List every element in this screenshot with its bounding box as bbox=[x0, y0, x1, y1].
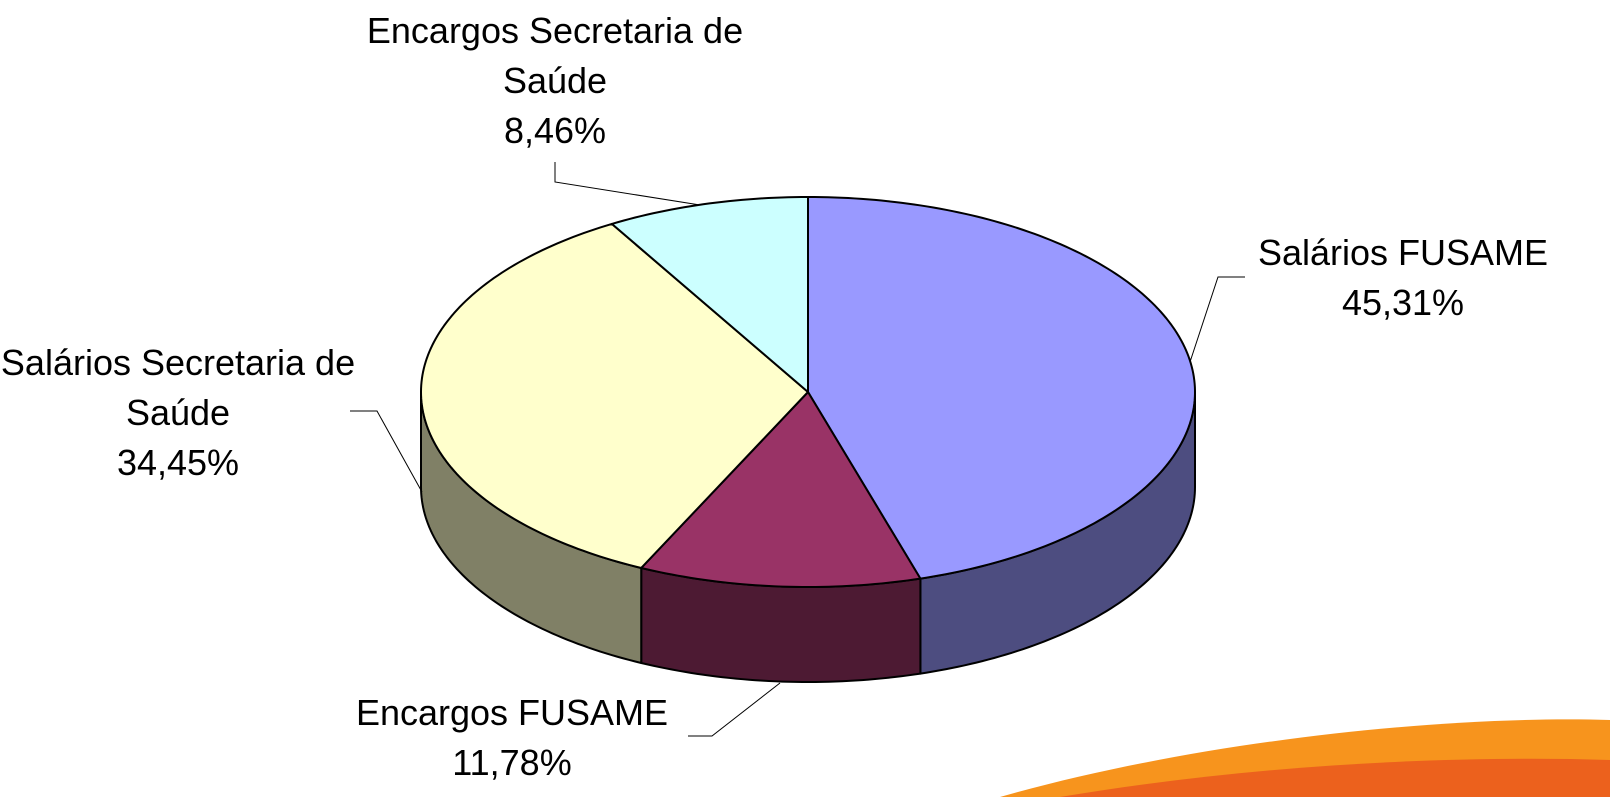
slice-label: Salários FUSAME 45,31% bbox=[1213, 228, 1593, 328]
category-label: Salários FUSAME bbox=[1257, 232, 1549, 273]
leader-lines bbox=[350, 162, 1245, 737]
value-label: 11,78% bbox=[452, 742, 572, 783]
pie bbox=[420, 196, 1196, 683]
value-label: 45,31% bbox=[1341, 282, 1465, 323]
leader-line bbox=[688, 682, 781, 737]
slice bbox=[610, 196, 809, 393]
category-label: Salários Secretaria de Saúde bbox=[0, 342, 356, 433]
category-label: Encargos Secretaria de Saúde bbox=[366, 10, 744, 101]
category-label: Encargos FUSAME bbox=[355, 692, 669, 733]
value-label: 34,45% bbox=[116, 442, 240, 483]
leader-line bbox=[1189, 276, 1245, 363]
leader-line bbox=[554, 162, 701, 206]
leader-line bbox=[350, 410, 423, 493]
value-label: 8,46% bbox=[503, 110, 607, 151]
decor-swoosh bbox=[1060, 758, 1610, 797]
slice-label: Salários Secretaria de Saúde 34,45% bbox=[0, 338, 358, 488]
slice bbox=[640, 391, 922, 588]
slice-label: Encargos FUSAME 11,78% bbox=[312, 688, 712, 788]
slice bbox=[807, 196, 1196, 580]
slice-label: Encargos Secretaria de Saúde 8,46% bbox=[365, 6, 745, 156]
